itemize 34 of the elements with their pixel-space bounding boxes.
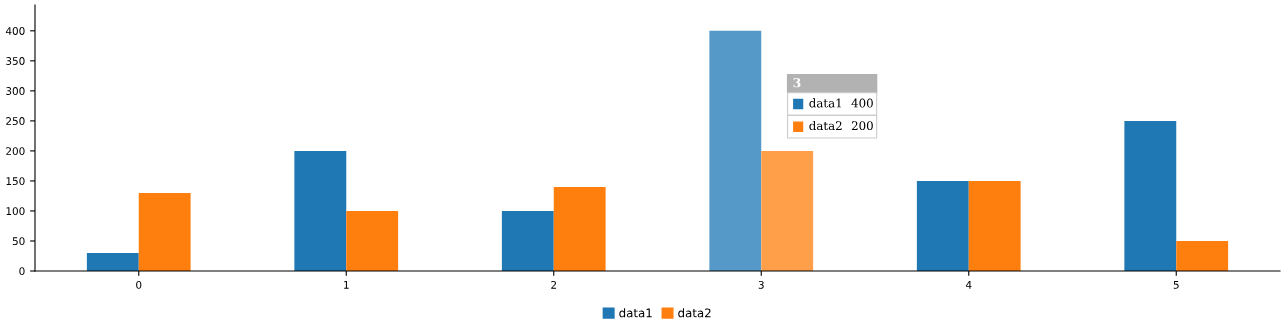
bar	[346, 210, 399, 271]
bar	[968, 180, 1021, 271]
y-tick-label: 350	[6, 57, 25, 65]
y-tick-label: 400	[5, 27, 25, 35]
bar	[761, 150, 814, 271]
x-tick-label: 0	[136, 280, 142, 289]
legend-label: data1	[619, 308, 652, 318]
y-tick-label: 250	[6, 117, 25, 125]
x-tick-label: 5	[1173, 281, 1179, 289]
y-tick-label: 0	[19, 267, 25, 276]
annotation: data2	[809, 120, 842, 131]
bar	[501, 210, 554, 271]
bar	[138, 192, 191, 271]
bar	[916, 180, 969, 271]
y-tick-label: 200	[6, 147, 25, 156]
bar	[709, 30, 762, 271]
y-tick-label: 150	[6, 177, 25, 186]
legend-label: data2	[678, 308, 711, 318]
y-tick-label: 300	[6, 87, 25, 95]
y-tick-label: 100	[6, 207, 25, 216]
x-tick-label: 2	[551, 280, 557, 289]
annotation: 3	[793, 77, 801, 88]
bar	[1176, 240, 1229, 271]
y-tick-label: 50	[12, 237, 25, 246]
annotation: data1	[809, 98, 841, 108]
bar	[294, 150, 347, 271]
x-tick-label: 3	[758, 280, 764, 289]
bar	[86, 252, 139, 271]
x-tick-label: 4	[965, 281, 972, 289]
annotation: 200	[851, 121, 873, 131]
annotation: 400	[851, 98, 873, 108]
x-tick-label: 1	[344, 281, 349, 289]
bar	[1124, 120, 1177, 271]
bar	[553, 186, 606, 271]
